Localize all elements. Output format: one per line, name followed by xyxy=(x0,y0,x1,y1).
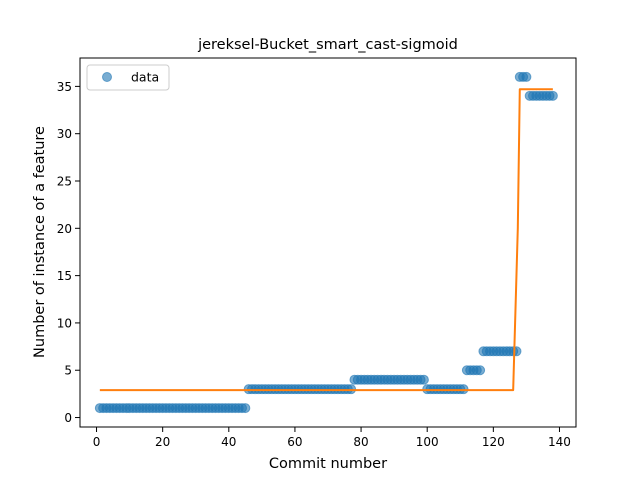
x-axis-label: Commit number xyxy=(269,456,387,472)
x-tick-label: 80 xyxy=(353,435,368,449)
data-point xyxy=(475,365,486,376)
data-point xyxy=(240,403,251,414)
y-tick-label: 15 xyxy=(57,269,72,283)
y-tick-label: 35 xyxy=(57,80,72,94)
chart-title: jereksel-Bucket_smart_cast-sigmoid xyxy=(197,37,458,53)
y-tick-label: 10 xyxy=(57,316,72,330)
y-tick-label: 30 xyxy=(57,127,72,141)
x-tick-label: 40 xyxy=(221,435,236,449)
y-tick-label: 5 xyxy=(64,364,72,378)
legend-marker xyxy=(102,72,112,82)
x-tick-label: 100 xyxy=(416,435,439,449)
data-point xyxy=(547,90,558,101)
data-point xyxy=(521,71,532,82)
y-axis: 0 5 10 15 20 25 30 35 xyxy=(57,80,80,425)
legend-box xyxy=(86,64,170,91)
x-axis: 0 20 40 60 80 100 120 140 xyxy=(93,427,571,449)
x-tick-label: 120 xyxy=(482,435,505,449)
data-point xyxy=(418,374,429,385)
y-tick-label: 20 xyxy=(57,222,72,236)
x-tick-label: 0 xyxy=(93,435,101,449)
series-layer xyxy=(94,71,558,414)
x-tick-label: 140 xyxy=(548,435,571,449)
data-points xyxy=(94,71,558,414)
fit-line xyxy=(99,88,553,392)
x-tick-label: 20 xyxy=(155,435,170,449)
x-tick-label: 60 xyxy=(287,435,302,449)
legend: data xyxy=(86,64,170,91)
plot-frame xyxy=(79,57,577,428)
y-tick-label: 25 xyxy=(57,175,72,189)
legend-label: data xyxy=(131,70,159,85)
y-axis-label: Number of instance of a feature xyxy=(32,126,48,358)
y-tick-label: 0 xyxy=(64,411,72,425)
